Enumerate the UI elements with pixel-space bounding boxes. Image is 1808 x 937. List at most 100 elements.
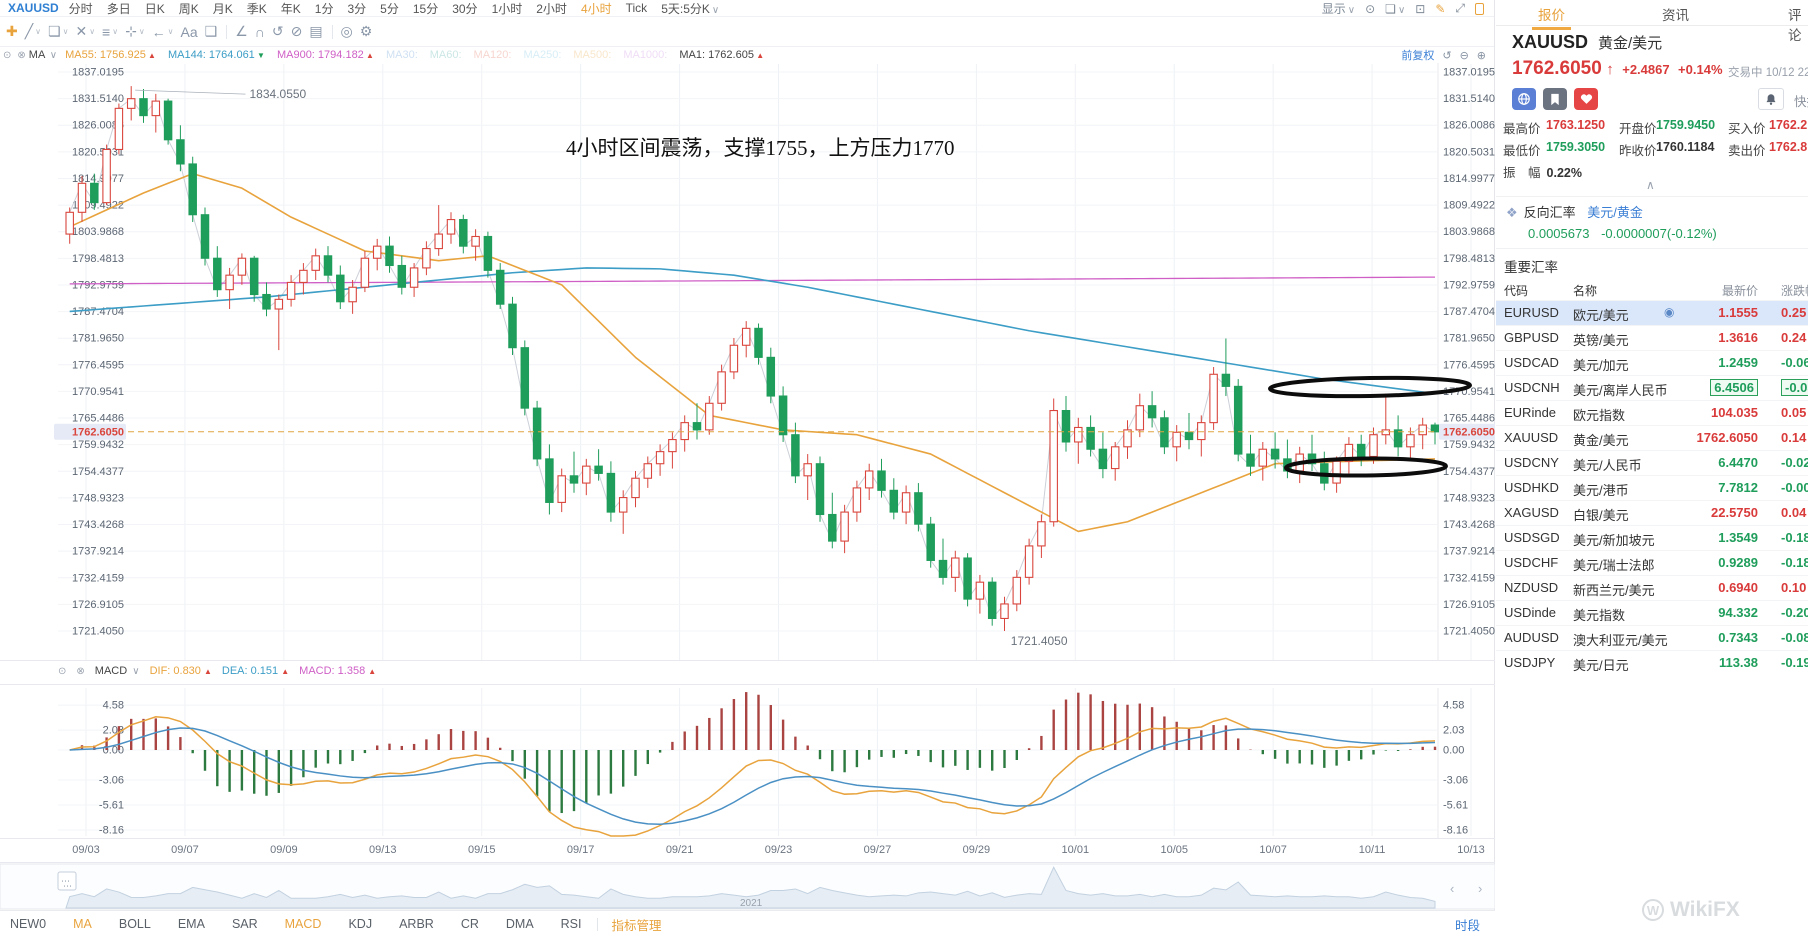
indicator-tab-KDJ[interactable]: KDJ	[348, 917, 373, 931]
indicator-tab-NEW0[interactable]: NEW0	[10, 917, 47, 931]
timeframe-tab-15分[interactable]: 15分	[412, 1, 439, 16]
screenshot-icon[interactable]: ⊡	[1415, 1, 1426, 16]
quote-row-USDCAD[interactable]: USDCAD 美元/加元 1.2459 -0.06	[1496, 350, 1808, 375]
quote-row-USDSGD[interactable]: USDSGD 美元/新加坡元 1.3549 -0.18	[1496, 525, 1808, 550]
timeframe-tab-月K[interactable]: 月K	[212, 1, 233, 16]
bookmark-icon[interactable]	[1543, 88, 1567, 110]
arrow-tool[interactable]: ← ∨	[151, 23, 174, 40]
panel-toggle-icon[interactable]	[1475, 2, 1484, 15]
indicator-tab-ARBR[interactable]: ARBR	[399, 917, 434, 931]
delete-drawings-tool[interactable]: ▤	[309, 23, 323, 39]
panel-tab-资讯[interactable]: 资讯	[1662, 8, 1689, 23]
symbol-label[interactable]: XAUUSD	[8, 1, 59, 15]
indicator-tab-RSI[interactable]: RSI	[560, 917, 582, 931]
inverse-pair-link[interactable]: 美元/黄金	[1587, 205, 1643, 220]
fullscreen-icon[interactable]: ⤢	[1455, 1, 1465, 15]
compare-tool[interactable]: ◎	[340, 23, 353, 39]
price-axis-labels: 1837.0195 1837.0195 1831.5140 1831.5140 1826…	[72, 67, 1495, 638]
quote-row-XAUUSD[interactable]: XAUUSD 黄金/美元 1762.6050 0.14	[1496, 425, 1808, 450]
quote-row-NZDUSD[interactable]: NZDUSD 新西兰元/美元 0.6940 0.10	[1496, 575, 1808, 600]
drawing-settings-tool[interactable]: ⚙	[359, 23, 373, 39]
quick-trade-label[interactable]: 快捷	[1794, 95, 1808, 109]
macd-settings-icon[interactable]: ⊙	[58, 665, 67, 677]
settings-icon[interactable]: ⊙	[1365, 1, 1376, 16]
callout-tool[interactable]: ❑	[204, 23, 218, 39]
timeframe-tab-30分[interactable]: 30分	[452, 1, 478, 16]
quote-row-USDJPY[interactable]: USDJPY 美元/日元 113.38 -0.19	[1496, 650, 1808, 675]
ma-settings-icon[interactable]: ⊙	[3, 49, 12, 61]
quote-row-GBPUSD[interactable]: GBPUSD 英镑/美元 1.3616 0.24	[1496, 325, 1808, 350]
quote-row-USDCNY[interactable]: USDCNY 美元/人民币 6.4470 -0.02	[1496, 450, 1808, 475]
hide-drawings-tool[interactable]: ⊘	[290, 23, 303, 39]
cross-lines-tool[interactable]: ✕ ∨	[75, 23, 96, 39]
parallel-channel-tool[interactable]: ≡ ∨	[102, 23, 119, 40]
timeframe-tab-5分[interactable]: 5分	[380, 1, 399, 16]
timeframe-tab-年K[interactable]: 年K	[280, 1, 301, 16]
timeframe-tab-周K[interactable]: 周K	[178, 1, 199, 16]
timeframe-tab-季K[interactable]: 季K	[246, 1, 267, 16]
timeframe-tab-1分[interactable]: 1分	[314, 1, 334, 16]
undo-tool[interactable]: ↺	[271, 23, 284, 39]
angle-tool[interactable]: ∠	[235, 23, 248, 39]
current-price-line: 1762.6050 1762.6050	[54, 423, 1495, 440]
up-arrow-icon: ↑	[1606, 61, 1614, 78]
favorite-heart-icon[interactable]	[1574, 88, 1598, 110]
timeframe-tab-4小时[interactable]: 4小时	[580, 1, 612, 16]
ma-selector[interactable]: MA ∨	[28, 49, 58, 61]
navigator-handle[interactable]	[57, 871, 77, 891]
trendline-tool[interactable]: ╱ ∨	[24, 23, 42, 39]
timeframe-tab-多日[interactable]: 多日	[106, 1, 131, 16]
panel-tab-评论[interactable]: 评论	[1788, 8, 1802, 43]
quote-row-USDCHF[interactable]: USDCHF 美元/瑞士法郎 0.9289 -0.18	[1496, 550, 1808, 575]
indicator-tab-DMA[interactable]: DMA	[505, 917, 534, 931]
timeframe-tab-分时[interactable]: 分时	[68, 1, 93, 16]
zoom-in-icon[interactable]: ⊕	[1476, 49, 1486, 62]
quote-row-EURUSD[interactable]: EURUSD 欧元/美元 ◉ 1.1555 0.25	[1496, 300, 1808, 325]
timeframe-tab-5天:5分K[interactable]: 5天:5分K ∨	[661, 1, 720, 16]
crosshair-tool[interactable]: ✚	[6, 23, 18, 39]
globe-icon[interactable]	[1512, 88, 1536, 110]
pitchfork-tool[interactable]: ⊹ ∨	[125, 23, 145, 39]
timeframe-tab-3分[interactable]: 3分	[347, 1, 367, 16]
macd-selector[interactable]: MACD ∨	[94, 665, 140, 677]
svg-text:1814.9977: 1814.9977	[72, 173, 124, 185]
time-segment-link[interactable]: 时段	[1455, 918, 1481, 933]
timeframe-tab-Tick[interactable]: Tick	[625, 1, 648, 15]
navigator-strip[interactable]: ⋯⋯ ‹ › 2021	[0, 863, 1495, 910]
chart-region: XAUUSD 分时 多日 日K 周K 月K 季K 年K 1分 3分 5分 15分 30分 1小时 2小时 4…	[0, 0, 1495, 937]
indicator-tab-指标管理[interactable]: 指标管理	[611, 918, 662, 933]
adjust-mode-link[interactable]: 前复权	[1401, 50, 1435, 62]
collapse-chevron-icon[interactable]: ∧	[1646, 178, 1655, 192]
magnet-tool[interactable]: ∩	[254, 23, 265, 40]
indicator-tab-MACD[interactable]: MACD	[284, 917, 322, 931]
alert-bell-icon[interactable]	[1758, 88, 1784, 110]
macd-close-icon[interactable]: ⊗	[76, 665, 85, 677]
quote-last-price: 1.3549	[1718, 530, 1758, 545]
indicator-tab-SAR[interactable]: SAR	[231, 917, 258, 931]
timeframe-tab-2小时[interactable]: 2小时	[536, 1, 567, 16]
quote-change-pct: -0.06	[1781, 355, 1808, 370]
quote-row-AUDUSD[interactable]: AUDUSD 澳大利亚元/美元 0.7343 -0.08	[1496, 625, 1808, 650]
ma-close-icon[interactable]: ⊗	[17, 49, 26, 61]
layout-icon[interactable]: ❏ ∨	[1385, 1, 1406, 16]
indicator-tab-MA[interactable]: MA	[73, 917, 92, 931]
indicator-tab-EMA[interactable]: EMA	[177, 917, 205, 931]
panel-tab-报价[interactable]: 报价	[1532, 4, 1571, 30]
quote-row-USDHKD[interactable]: USDHKD 美元/港币 7.7812 -0.00	[1496, 475, 1808, 500]
quote-row-XAGUSD[interactable]: XAGUSD 白银/美元 22.5750 0.04	[1496, 500, 1808, 525]
reset-zoom-icon[interactable]: ↺	[1442, 49, 1452, 62]
quote-price-row: 1762.6050 ↑ +2.4867 +0.14%	[1512, 58, 1723, 80]
indicator-tab-BOLL[interactable]: BOLL	[118, 917, 151, 931]
draw-icon[interactable]: ✎	[1435, 1, 1446, 16]
timeframe-tab-1小时[interactable]: 1小时	[491, 1, 523, 16]
display-dropdown[interactable]: 显示 ∨	[1321, 2, 1356, 16]
zoom-out-icon[interactable]: ⊖	[1459, 49, 1469, 62]
timeframe-tab-日K[interactable]: 日K	[144, 1, 165, 16]
quote-row-EURinde[interactable]: EURinde 欧元指数 104.035 0.05	[1496, 400, 1808, 425]
quote-row-USDinde[interactable]: USDinde 美元指数 94.332 -0.20	[1496, 600, 1808, 625]
indicator-tab-CR[interactable]: CR	[460, 917, 479, 931]
quote-pair-name: 黄金/美元	[1573, 433, 1629, 448]
shape-tool[interactable]: ❏ ∨	[48, 23, 69, 39]
text-tool[interactable]: Aa	[180, 23, 198, 40]
